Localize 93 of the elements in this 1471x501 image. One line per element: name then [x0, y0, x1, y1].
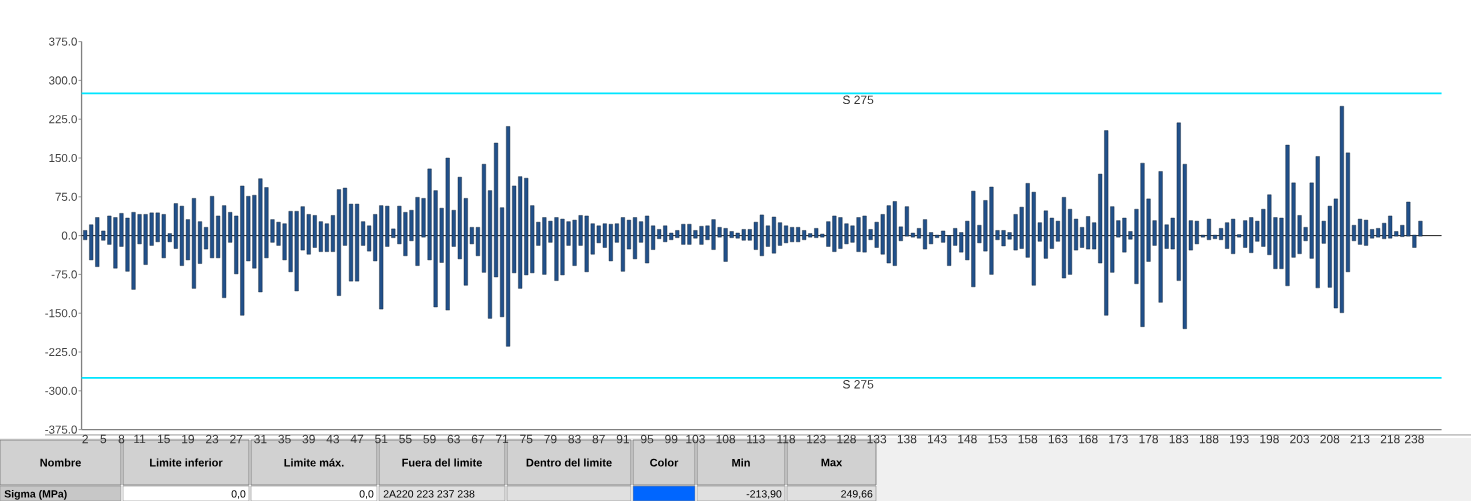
bar: [197, 221, 202, 264]
x-tick-label: 163: [1048, 434, 1068, 444]
bar: [922, 219, 928, 250]
bar: [494, 142, 499, 278]
x-tick-label: 75: [520, 434, 533, 444]
y-tick-label: 75.0: [55, 192, 77, 201]
x-tick-label: 203: [1290, 434, 1310, 444]
x-tick-label: 128: [837, 434, 856, 444]
x-tick-label: 47: [350, 434, 364, 444]
x-tick-label: 208: [1320, 434, 1340, 444]
x-tick-label: 5: [100, 434, 107, 444]
x-tick-label: 213: [1350, 434, 1370, 444]
x-tick-label: 55: [399, 434, 412, 444]
y-tick-label: 375.0: [49, 37, 77, 46]
y-tick-label: 0.0: [61, 231, 77, 240]
y-tick-label: -150.0: [45, 309, 77, 318]
bar: [777, 222, 783, 246]
text: Color: [650, 458, 679, 467]
text: Min: [732, 458, 750, 467]
x-tick-label: 193: [1230, 434, 1249, 444]
text: 0,0: [231, 490, 246, 499]
x-tick-label: 51: [375, 434, 388, 444]
x-tick-label: 148: [958, 434, 977, 444]
x-tick-label: 15: [157, 434, 170, 444]
x-tick-label: 188: [1199, 434, 1219, 444]
x-tick-label: 19: [182, 434, 194, 444]
bar: [204, 227, 209, 250]
x-tick-label: 143: [927, 434, 947, 444]
bar: [1206, 218, 1211, 240]
x-tick-label: 118: [777, 434, 796, 444]
x-tick-label: 8: [118, 434, 125, 444]
bar: [1351, 225, 1356, 241]
y-tick-label: 150.0: [49, 153, 77, 163]
x-tick-label: 198: [1260, 434, 1279, 444]
text: -213,90: [746, 490, 782, 499]
x-tick-label: 133: [867, 434, 887, 444]
x-tick-label: 31: [254, 434, 267, 444]
ref-line-label: S 275: [842, 95, 874, 105]
bar: [639, 221, 644, 243]
x-tick-label: 39: [302, 434, 315, 444]
text: 0,0: [359, 490, 374, 499]
x-tick-label: 138: [897, 434, 917, 444]
x-tick-label: 183: [1169, 434, 1189, 444]
x-tick-label: 23: [205, 434, 219, 444]
ref-line-label: S 275: [842, 380, 874, 389]
bar: [487, 190, 493, 319]
y-tick-label: -225.0: [45, 347, 77, 357]
y-tick-label: 225.0: [49, 115, 77, 124]
x-tick-label: 87: [592, 434, 605, 444]
y-tick-label: -375.0: [45, 425, 77, 434]
x-tick-label: 59: [423, 434, 436, 444]
x-tick-label: 79: [544, 434, 557, 444]
x-tick-label: 63: [447, 434, 460, 444]
bar: [632, 217, 638, 260]
x-tick-label: 108: [716, 434, 736, 444]
text: Fuera del limite: [402, 458, 482, 467]
text: Max: [821, 458, 843, 467]
x-tick-label: 11: [134, 434, 146, 444]
text: Nombre: [40, 458, 81, 467]
text: Sigma (MPa): [4, 489, 67, 500]
text: Limite máx.: [284, 458, 344, 467]
x-tick-label: 2: [82, 434, 88, 444]
x-tick-label: 83: [568, 434, 581, 444]
x-tick-label: 113: [747, 434, 765, 444]
x-tick-label: 91: [616, 434, 629, 444]
x-tick-label: 158: [1018, 434, 1038, 444]
x-tick-label: 153: [988, 434, 1007, 444]
bar: [1358, 218, 1363, 245]
bar: [342, 187, 347, 246]
text: 249,66: [841, 490, 873, 499]
y-tick-label: -75.0: [51, 270, 77, 279]
x-tick-label: 123: [807, 434, 826, 444]
text: 2A220 223 237 238: [383, 490, 475, 498]
bar: [1067, 209, 1073, 275]
x-tick-label: 218: [1380, 434, 1400, 444]
x-tick-label: 238: [1404, 434, 1424, 444]
x-tick-label: 99: [665, 434, 678, 444]
text: Limite inferior: [150, 458, 223, 467]
x-tick-label: 178: [1139, 434, 1159, 444]
x-tick-label: 71: [496, 434, 509, 444]
x-tick-label: 168: [1079, 434, 1098, 444]
x-tick-label: 43: [326, 434, 340, 444]
bar: [349, 203, 354, 282]
x-tick-label: 173: [1109, 434, 1128, 444]
y-tick-label: 300.0: [49, 76, 77, 85]
x-tick-label: 103: [686, 434, 705, 444]
x-tick-label: 67: [471, 434, 484, 444]
x-tick-label: 35: [278, 434, 291, 444]
x-tick-label: 95: [640, 434, 654, 444]
text: Dentro del limite: [526, 458, 612, 467]
y-tick-label: -300.0: [45, 386, 77, 395]
x-tick-label: 27: [230, 434, 243, 444]
bar: [1212, 234, 1218, 239]
